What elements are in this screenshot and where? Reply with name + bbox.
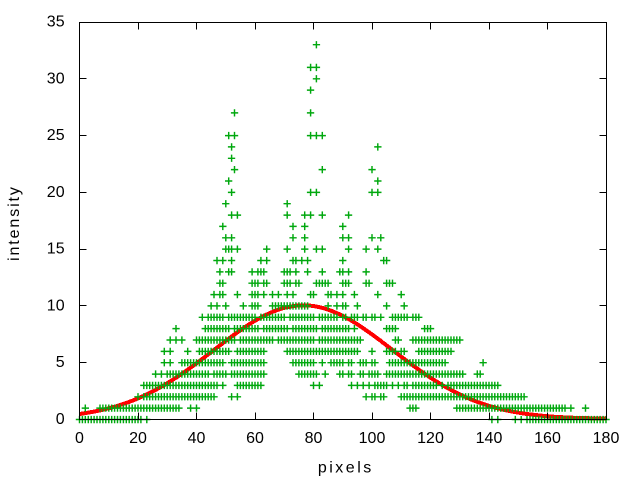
svg-text:0: 0 bbox=[56, 411, 65, 428]
svg-text:160: 160 bbox=[534, 430, 561, 447]
svg-text:5: 5 bbox=[56, 354, 65, 371]
svg-text:100: 100 bbox=[359, 430, 386, 447]
svg-text:180: 180 bbox=[593, 430, 620, 447]
svg-text:intensity: intensity bbox=[6, 185, 23, 261]
svg-text:40: 40 bbox=[188, 430, 206, 447]
svg-text:0: 0 bbox=[75, 430, 84, 447]
svg-text:80: 80 bbox=[305, 430, 323, 447]
svg-text:20: 20 bbox=[129, 430, 147, 447]
svg-text:10: 10 bbox=[47, 297, 65, 314]
svg-text:120: 120 bbox=[417, 430, 444, 447]
svg-text:140: 140 bbox=[476, 430, 503, 447]
svg-text:30: 30 bbox=[47, 70, 65, 87]
svg-text:25: 25 bbox=[47, 127, 65, 144]
svg-text:pixels: pixels bbox=[318, 460, 374, 477]
svg-text:35: 35 bbox=[47, 14, 65, 31]
svg-text:15: 15 bbox=[47, 241, 65, 258]
svg-text:60: 60 bbox=[246, 430, 264, 447]
svg-text:20: 20 bbox=[47, 184, 65, 201]
